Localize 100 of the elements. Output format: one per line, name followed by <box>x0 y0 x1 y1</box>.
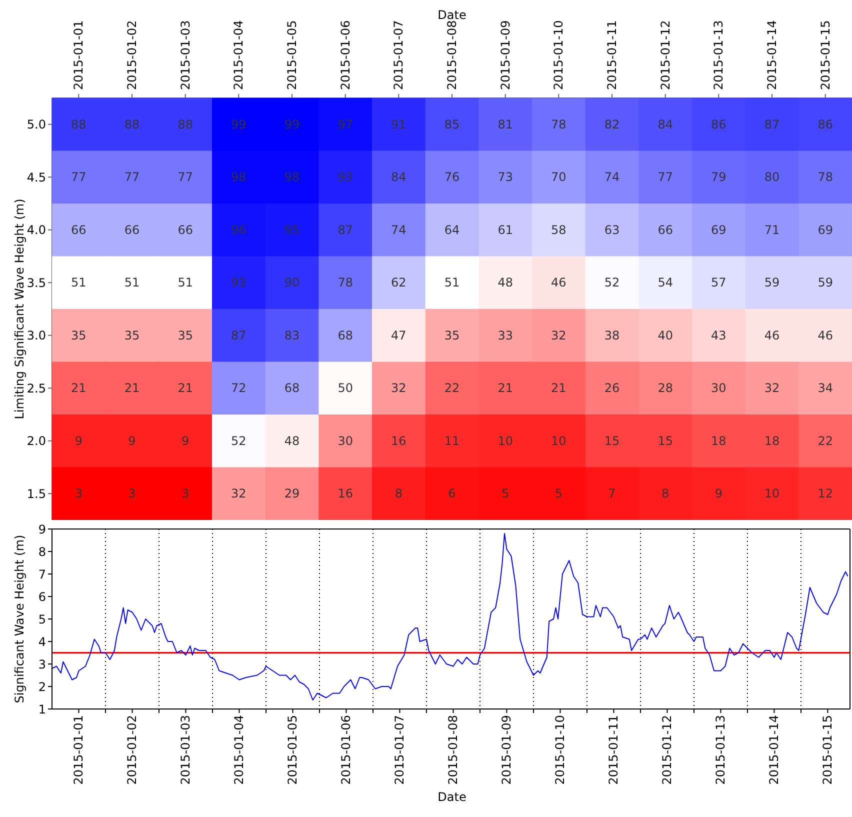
y-tick-label: 7 <box>38 567 46 582</box>
data-label: 72 <box>231 381 246 396</box>
data-label: 7 <box>608 486 616 501</box>
data-label: 3 <box>182 486 190 501</box>
x-tick-label: 2015-01-10 <box>553 715 568 785</box>
data-label: 77 <box>124 170 140 184</box>
data-label: 46 <box>764 328 780 342</box>
y-axis-title: Limiting Significant Wave Height (m) <box>12 198 26 420</box>
data-label: 58 <box>551 222 566 237</box>
data-label: 54 <box>658 276 673 290</box>
data-label: 69 <box>818 222 833 237</box>
x-tick-label: 2015-01-04 <box>232 715 246 785</box>
y-tick-label: 9 <box>38 522 46 536</box>
data-label: 3 <box>74 486 82 501</box>
data-label: 46 <box>551 276 566 290</box>
data-label: 83 <box>284 328 300 342</box>
data-label: 47 <box>391 328 406 342</box>
x-tick-label: 2015-01-05 <box>285 20 299 90</box>
y-tick-label: 1.5 <box>26 486 46 501</box>
data-label: 93 <box>338 170 353 184</box>
data-label: 78 <box>818 170 833 184</box>
data-label: 95 <box>284 222 300 237</box>
data-label: 52 <box>231 434 246 448</box>
data-label: 50 <box>338 381 353 396</box>
data-label: 9 <box>74 434 82 448</box>
data-label: 87 <box>338 222 353 237</box>
y-tick-label: 5.0 <box>26 118 46 132</box>
y-tick-label: 3 <box>38 657 46 672</box>
data-label: 85 <box>444 117 460 132</box>
data-label: 77 <box>71 170 86 184</box>
data-label: 86 <box>711 117 726 132</box>
data-label: 98 <box>231 170 246 184</box>
data-label: 32 <box>391 381 406 396</box>
data-label: 21 <box>71 381 86 396</box>
data-label: 88 <box>124 117 140 132</box>
x-axis-title: Date <box>436 790 468 804</box>
data-label: 87 <box>764 117 780 132</box>
data-label: 5 <box>502 486 510 501</box>
data-label: 9 <box>182 434 190 448</box>
data-label: 51 <box>124 276 140 290</box>
data-label: 71 <box>764 222 780 237</box>
x-tick-label: 2015-01-03 <box>178 715 193 785</box>
data-label: 26 <box>604 381 620 396</box>
y-tick-label: 2 <box>38 680 46 694</box>
x-tick-label: 2015-01-10 <box>552 20 566 90</box>
x-tick-label: 2015-01-06 <box>339 715 354 785</box>
data-label: 33 <box>498 328 513 342</box>
x-tick-label: 2015-01-04 <box>232 20 246 90</box>
data-label: 10 <box>764 486 780 501</box>
data-label: 91 <box>391 117 406 132</box>
data-label: 77 <box>178 170 193 184</box>
data-label: 51 <box>71 276 86 290</box>
y-axis-title: Significant Wave Height (m) <box>12 534 26 704</box>
data-label: 69 <box>711 222 726 237</box>
x-tick-label: 2015-01-07 <box>392 715 407 785</box>
x-tick-label: 2015-01-02 <box>125 20 139 90</box>
data-label: 66 <box>71 222 86 237</box>
x-tick-label: 2015-01-08 <box>446 715 460 785</box>
y-tick-label: 6 <box>38 590 46 604</box>
data-label: 51 <box>444 276 460 290</box>
data-label: 66 <box>178 222 193 237</box>
data-label: 61 <box>498 222 513 237</box>
data-label: 38 <box>604 328 620 342</box>
data-label: 97 <box>338 117 353 132</box>
data-label: 21 <box>498 381 513 396</box>
data-label: 48 <box>284 434 300 448</box>
data-label: 43 <box>711 328 726 342</box>
x-tick-label: 2015-01-11 <box>606 715 621 785</box>
data-label: 52 <box>604 276 620 290</box>
x-tick-label: 2015-01-14 <box>765 20 779 90</box>
data-label: 66 <box>658 222 673 237</box>
x-tick-label: 2015-01-14 <box>767 715 782 785</box>
data-label: 99 <box>284 117 300 132</box>
data-label: 22 <box>818 434 833 448</box>
data-label: 40 <box>658 328 673 342</box>
data-label: 15 <box>658 434 673 448</box>
x-tick-label: 2015-01-11 <box>605 20 619 90</box>
data-label: 68 <box>284 381 300 396</box>
data-label: 59 <box>818 276 833 290</box>
y-tick-label: 2.5 <box>26 381 46 396</box>
x-tick-label: 2015-01-08 <box>445 20 459 90</box>
data-label: 62 <box>391 276 406 290</box>
data-label: 93 <box>231 276 246 290</box>
data-label: 15 <box>604 434 620 448</box>
data-label: 68 <box>338 328 353 342</box>
data-label: 9 <box>714 486 722 501</box>
y-tick-label: 4.5 <box>26 170 46 184</box>
data-label: 87 <box>231 328 246 342</box>
data-label: 16 <box>391 434 406 448</box>
data-label: 48 <box>498 276 513 290</box>
data-label: 28 <box>658 381 673 396</box>
data-label: 12 <box>818 486 833 501</box>
data-label: 30 <box>711 381 726 396</box>
y-tick-label: 4.0 <box>26 223 46 238</box>
x-tick-label: 2015-01-15 <box>818 20 832 90</box>
data-label: 3 <box>128 486 136 501</box>
data-label: 66 <box>124 222 140 237</box>
y-tick-label: 3.0 <box>26 328 46 343</box>
data-label: 51 <box>178 276 193 290</box>
x-tick-label: 2015-01-12 <box>660 715 674 785</box>
